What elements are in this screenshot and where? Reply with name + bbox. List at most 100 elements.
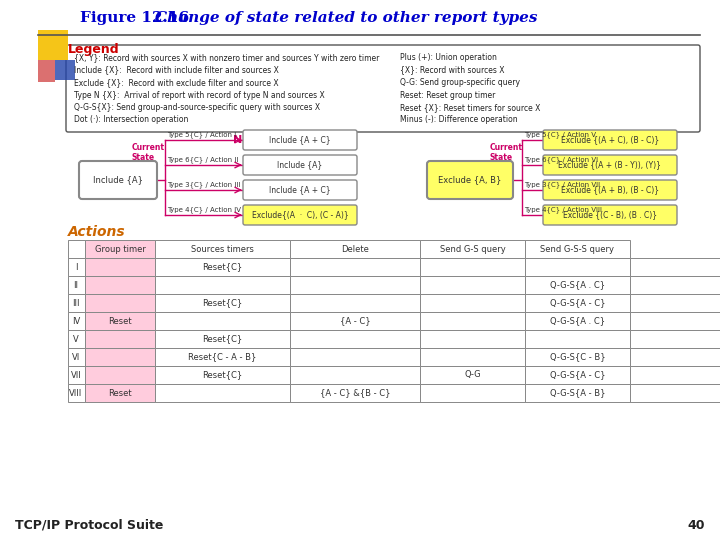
Bar <box>630 294 720 312</box>
Polygon shape <box>38 60 55 82</box>
Bar <box>155 258 290 276</box>
Text: Reset: Reset <box>108 316 132 326</box>
Bar <box>85 330 155 348</box>
Bar <box>155 276 290 294</box>
Bar <box>155 366 290 384</box>
Text: Change of state related to other report types: Change of state related to other report … <box>155 11 538 25</box>
Bar <box>420 312 525 330</box>
Text: Reset{C}: Reset{C} <box>202 262 243 272</box>
Text: Exclude {A, B}: Exclude {A, B} <box>438 176 502 185</box>
Bar <box>68 258 85 276</box>
Text: Q-G-S{A . C}: Q-G-S{A . C} <box>550 280 605 289</box>
Text: Plus (+): Union operation: Plus (+): Union operation <box>400 53 497 62</box>
Bar <box>290 240 420 258</box>
Text: Exclude {(A + (B - Y)), (Y)}: Exclude {(A + (B - Y)), (Y)} <box>559 160 662 170</box>
Text: Send G-S query: Send G-S query <box>440 245 505 253</box>
Text: Send G-S-S query: Send G-S-S query <box>541 245 614 253</box>
Bar <box>85 312 155 330</box>
Text: Type 6{C} / Action VI: Type 6{C} / Action VI <box>524 156 598 163</box>
Text: Q-G-S{A - B}: Q-G-S{A - B} <box>550 388 606 397</box>
Bar <box>420 384 525 402</box>
Bar <box>290 276 420 294</box>
Bar <box>420 294 525 312</box>
Text: Type N {X}:  Arrival of report with record of type N and sources X: Type N {X}: Arrival of report with recor… <box>74 91 325 99</box>
Text: Reset {X}: Reset timers for source X: Reset {X}: Reset timers for source X <box>400 103 541 112</box>
Text: Sources timers: Sources timers <box>191 245 254 253</box>
Text: Include {A}: Include {A} <box>93 176 143 185</box>
Bar <box>290 330 420 348</box>
Text: Current
State: Current State <box>490 143 523 162</box>
Text: VI: VI <box>72 353 80 361</box>
Text: Exclude{(A  ·  C), (C - A)}: Exclude{(A · C), (C - A)} <box>251 211 348 219</box>
Polygon shape <box>55 60 75 80</box>
FancyBboxPatch shape <box>243 155 357 175</box>
Bar <box>290 366 420 384</box>
Text: Dot (·): Intersection operation: Dot (·): Intersection operation <box>74 116 189 125</box>
Bar <box>525 330 630 348</box>
Bar <box>290 348 420 366</box>
Bar <box>630 348 720 366</box>
Text: Include {X}:  Record with include filter and sources X: Include {X}: Record with include filter … <box>74 65 279 75</box>
Bar <box>525 384 630 402</box>
FancyBboxPatch shape <box>543 155 677 175</box>
Text: Exclude {(C - B), (B . C)}: Exclude {(C - B), (B . C)} <box>563 211 657 219</box>
Bar <box>630 276 720 294</box>
FancyBboxPatch shape <box>427 161 513 199</box>
Text: V: V <box>73 334 79 343</box>
Bar <box>420 240 525 258</box>
Text: Minus (-): Difference operation: Minus (-): Difference operation <box>400 116 518 125</box>
FancyBboxPatch shape <box>543 130 677 150</box>
Bar <box>85 258 155 276</box>
FancyBboxPatch shape <box>243 130 357 150</box>
Bar <box>630 384 720 402</box>
Bar <box>155 330 290 348</box>
Bar <box>525 366 630 384</box>
Bar <box>68 312 85 330</box>
Text: Type 4{C} / Action IV: Type 4{C} / Action IV <box>167 206 241 213</box>
Text: Type 4{C} / Action VIII: Type 4{C} / Action VIII <box>524 206 602 213</box>
Bar <box>85 348 155 366</box>
Text: Include {A + C}: Include {A + C} <box>269 136 330 145</box>
Bar <box>420 348 525 366</box>
Bar <box>420 366 525 384</box>
Text: Reset{C - A - B}: Reset{C - A - B} <box>189 353 257 361</box>
Bar <box>290 258 420 276</box>
Text: Exclude {(A + C), (B - C)}: Exclude {(A + C), (B - C)} <box>561 136 659 145</box>
Text: Next States: Next States <box>554 135 626 145</box>
Text: 40: 40 <box>688 519 705 532</box>
Bar <box>85 294 155 312</box>
Bar <box>630 330 720 348</box>
Bar <box>525 258 630 276</box>
Bar <box>525 276 630 294</box>
Bar <box>525 294 630 312</box>
Bar <box>68 240 85 258</box>
Bar <box>85 384 155 402</box>
Text: TCP/IP Protocol Suite: TCP/IP Protocol Suite <box>15 519 163 532</box>
Polygon shape <box>38 30 68 60</box>
Bar <box>630 312 720 330</box>
Bar <box>155 348 290 366</box>
Bar <box>420 276 525 294</box>
Bar <box>68 384 85 402</box>
Text: VII: VII <box>71 370 81 380</box>
FancyBboxPatch shape <box>243 180 357 200</box>
Text: Reset{C}: Reset{C} <box>202 299 243 307</box>
Text: {X}: Record with sources X: {X}: Record with sources X <box>400 65 505 75</box>
Bar <box>155 312 290 330</box>
Text: Group timer: Group timer <box>94 245 145 253</box>
FancyBboxPatch shape <box>543 180 677 200</box>
Bar <box>155 294 290 312</box>
Text: Type 6{C} / Action II: Type 6{C} / Action II <box>167 156 238 163</box>
Text: Exclude {(A + B), (B - C)}: Exclude {(A + B), (B - C)} <box>561 186 659 194</box>
Bar <box>68 276 85 294</box>
Text: II: II <box>73 280 78 289</box>
Text: Reset{C}: Reset{C} <box>202 370 243 380</box>
Bar <box>85 240 155 258</box>
Text: Q-G-S{A - C}: Q-G-S{A - C} <box>550 299 606 307</box>
Text: Q-G-S{C - B}: Q-G-S{C - B} <box>549 353 606 361</box>
Bar <box>630 366 720 384</box>
Text: Q-G-S{A - C}: Q-G-S{A - C} <box>550 370 606 380</box>
Text: Q-G: Send group-specific query: Q-G: Send group-specific query <box>400 78 520 87</box>
Text: Legend: Legend <box>68 43 120 56</box>
FancyBboxPatch shape <box>543 205 677 225</box>
